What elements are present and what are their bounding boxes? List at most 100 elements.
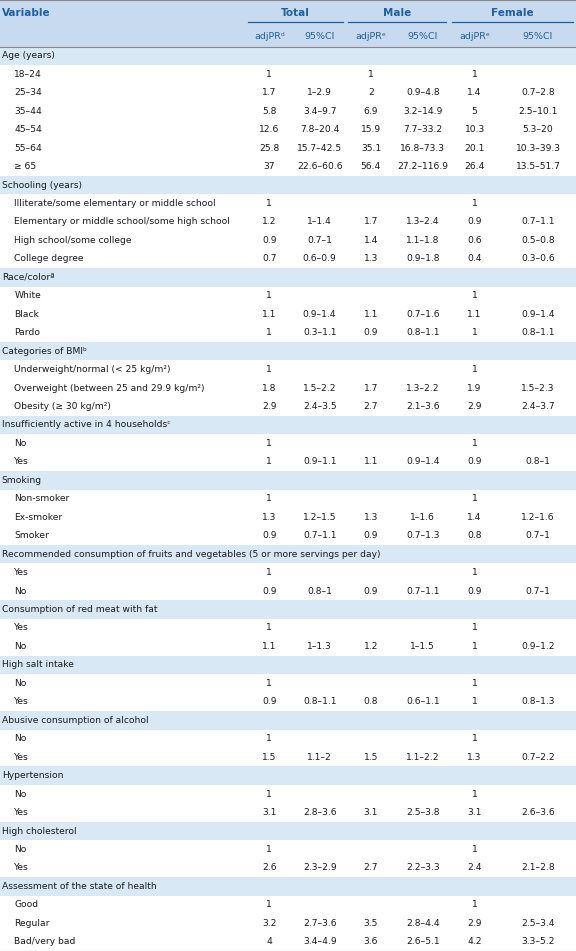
Text: 35.1: 35.1: [361, 144, 381, 152]
Text: 1.5–2.3: 1.5–2.3: [521, 383, 555, 393]
Text: 1.1: 1.1: [262, 310, 276, 319]
Bar: [0, 102, 576, 121]
Text: 1: 1: [267, 291, 272, 301]
Text: 0.9: 0.9: [262, 587, 276, 595]
Text: 1.3–2.4: 1.3–2.4: [406, 218, 439, 226]
Text: 0.9–1.4: 0.9–1.4: [521, 310, 555, 319]
Text: 18–24: 18–24: [14, 69, 42, 79]
Text: 2.6–3.6: 2.6–3.6: [521, 808, 555, 817]
Text: 0.9–1.4: 0.9–1.4: [303, 310, 336, 319]
Text: 0.7–1.1: 0.7–1.1: [406, 587, 439, 595]
Bar: [0, 600, 576, 619]
Text: Yes: Yes: [14, 752, 29, 762]
Text: 1.3: 1.3: [364, 254, 378, 263]
Text: 2.7: 2.7: [363, 402, 378, 411]
Text: 4: 4: [266, 938, 272, 946]
Text: No: No: [14, 439, 26, 448]
Text: 0.8–1.1: 0.8–1.1: [303, 697, 336, 707]
Bar: [0, 655, 576, 674]
Text: 56.4: 56.4: [361, 162, 381, 171]
Text: 1: 1: [267, 789, 272, 799]
Text: 1: 1: [267, 495, 272, 503]
Text: 0.7–1: 0.7–1: [525, 587, 551, 595]
Text: 1.1–2: 1.1–2: [307, 752, 332, 762]
Text: 1: 1: [472, 845, 478, 854]
Bar: [0, 360, 576, 378]
Text: High school/some college: High school/some college: [14, 236, 132, 245]
Bar: [0, 674, 576, 692]
Text: 3.1: 3.1: [262, 808, 276, 817]
Text: 2.5–3.8: 2.5–3.8: [406, 808, 439, 817]
Text: 1: 1: [267, 199, 272, 208]
Bar: [0, 435, 576, 453]
Text: 1: 1: [267, 901, 272, 909]
Bar: [0, 711, 576, 729]
Text: 0.9–4.8: 0.9–4.8: [406, 88, 439, 97]
Text: No: No: [14, 845, 26, 854]
Text: Assessment of the state of health: Assessment of the state of health: [2, 882, 157, 891]
Bar: [0, 378, 576, 398]
Text: 0.9: 0.9: [363, 587, 378, 595]
Text: 2.8–4.4: 2.8–4.4: [406, 919, 439, 928]
Text: 1: 1: [267, 328, 272, 338]
Text: 1–1.5: 1–1.5: [411, 642, 435, 650]
Text: 0.4: 0.4: [467, 254, 482, 263]
Text: 1.1–1.8: 1.1–1.8: [406, 236, 439, 245]
Text: 1.3: 1.3: [262, 513, 276, 522]
Text: 0.6: 0.6: [467, 236, 482, 245]
Bar: [0, 65, 576, 84]
Text: 0.7–1.3: 0.7–1.3: [406, 532, 439, 540]
Text: 37: 37: [264, 162, 275, 171]
Text: 7.7–33.2: 7.7–33.2: [403, 126, 442, 134]
Text: 1.2–1.6: 1.2–1.6: [521, 513, 555, 522]
Text: Yes: Yes: [14, 568, 29, 577]
Text: Race/colorª: Race/colorª: [2, 273, 54, 281]
Text: 1: 1: [267, 457, 272, 466]
Text: 0.8–1.1: 0.8–1.1: [521, 328, 555, 338]
Text: 0.7–2.8: 0.7–2.8: [521, 88, 555, 97]
Bar: [0, 896, 576, 914]
Text: No: No: [14, 789, 26, 799]
Bar: [0, 545, 576, 563]
Text: 1: 1: [368, 69, 374, 79]
Text: 1: 1: [472, 365, 478, 374]
Text: 1: 1: [267, 568, 272, 577]
Text: Categories of BMIᵇ: Categories of BMIᵇ: [2, 347, 86, 356]
Text: adjPRᵈ: adjPRᵈ: [254, 31, 285, 41]
Text: 0.6–0.9: 0.6–0.9: [303, 254, 336, 263]
Text: 1: 1: [472, 328, 478, 338]
Text: 1: 1: [472, 495, 478, 503]
Bar: [0, 84, 576, 102]
Text: 0.8–1.3: 0.8–1.3: [521, 697, 555, 707]
Text: Obesity (≥ 30 kg/m²): Obesity (≥ 30 kg/m²): [14, 402, 111, 411]
Text: 2.9: 2.9: [467, 402, 482, 411]
Text: 1: 1: [472, 439, 478, 448]
Bar: [0, 933, 576, 951]
Text: 1.9: 1.9: [468, 383, 482, 393]
Text: 1–1.4: 1–1.4: [307, 218, 332, 226]
Text: 2.9: 2.9: [467, 919, 482, 928]
Text: 2.8–3.6: 2.8–3.6: [303, 808, 336, 817]
Bar: [0, 859, 576, 877]
Text: 0.7–1.6: 0.7–1.6: [406, 310, 439, 319]
Text: 2.1–2.8: 2.1–2.8: [521, 864, 555, 872]
Text: Overweight (between 25 and 29.9 kg/m²): Overweight (between 25 and 29.9 kg/m²): [14, 383, 205, 393]
Text: Yes: Yes: [14, 624, 29, 632]
Text: 2.6–5.1: 2.6–5.1: [406, 938, 439, 946]
Text: 2.4–3.5: 2.4–3.5: [303, 402, 336, 411]
Text: 13.5–51.7: 13.5–51.7: [516, 162, 560, 171]
Text: Yes: Yes: [14, 457, 29, 466]
Text: 0.9: 0.9: [262, 697, 276, 707]
Text: 1: 1: [267, 734, 272, 744]
Text: Consumption of red meat with fat: Consumption of red meat with fat: [2, 605, 157, 614]
Text: 20.1: 20.1: [464, 144, 485, 152]
Text: 1.1: 1.1: [262, 642, 276, 650]
Text: Underweight/normal (< 25 kg/m²): Underweight/normal (< 25 kg/m²): [14, 365, 171, 374]
Bar: [0, 619, 576, 637]
Text: 1.1: 1.1: [468, 310, 482, 319]
Text: 0.3–1.1: 0.3–1.1: [303, 328, 336, 338]
Text: 55–64: 55–64: [14, 144, 42, 152]
Text: 1: 1: [472, 734, 478, 744]
Text: 1: 1: [267, 365, 272, 374]
Text: No: No: [14, 679, 26, 688]
